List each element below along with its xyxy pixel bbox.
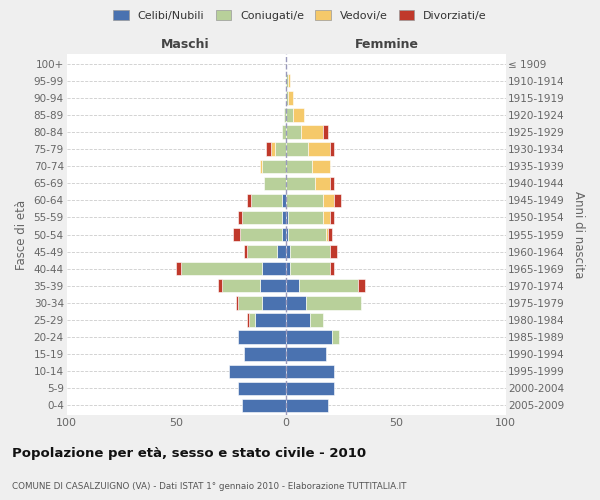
Bar xyxy=(218,279,223,292)
Bar xyxy=(288,91,293,104)
Bar xyxy=(244,348,286,361)
Bar xyxy=(242,398,286,412)
Bar xyxy=(290,245,330,258)
Bar xyxy=(238,211,242,224)
Bar xyxy=(330,176,334,190)
Bar xyxy=(256,314,286,326)
Y-axis label: Fasce di età: Fasce di età xyxy=(15,200,28,270)
Bar xyxy=(286,74,288,88)
Bar xyxy=(262,262,286,276)
Bar xyxy=(286,126,301,138)
Text: COMUNE DI CASALZUIGNO (VA) - Dati ISTAT 1° gennaio 2010 - Elaborazione TUTTITALI: COMUNE DI CASALZUIGNO (VA) - Dati ISTAT … xyxy=(12,482,407,491)
Bar xyxy=(229,364,286,378)
Bar xyxy=(326,228,328,241)
Bar xyxy=(277,245,286,258)
Bar xyxy=(238,382,286,395)
Bar xyxy=(314,176,330,190)
Bar xyxy=(281,194,286,207)
Bar xyxy=(262,160,286,173)
Bar xyxy=(313,160,330,173)
Bar xyxy=(330,245,337,258)
Bar xyxy=(247,314,249,326)
Bar xyxy=(286,296,306,310)
Legend: Celibi/Nubili, Coniugati/e, Vedovi/e, Divorziati/e: Celibi/Nubili, Coniugati/e, Vedovi/e, Di… xyxy=(109,6,491,25)
Bar xyxy=(281,228,286,241)
Bar xyxy=(233,228,240,241)
Bar xyxy=(275,142,286,156)
Bar xyxy=(299,279,358,292)
Bar xyxy=(328,228,332,241)
Bar xyxy=(323,194,334,207)
Bar xyxy=(242,211,281,224)
Bar xyxy=(286,142,308,156)
Bar xyxy=(330,211,334,224)
Bar xyxy=(334,194,341,207)
Bar xyxy=(293,108,304,122)
Bar xyxy=(286,330,332,344)
Bar xyxy=(288,74,290,88)
Bar xyxy=(266,142,271,156)
Bar xyxy=(323,126,328,138)
Bar xyxy=(260,279,286,292)
Bar xyxy=(286,91,288,104)
Bar xyxy=(332,330,339,344)
Bar xyxy=(176,262,181,276)
Bar xyxy=(286,194,323,207)
Bar xyxy=(286,398,328,412)
Bar xyxy=(286,211,288,224)
Text: Popolazione per età, sesso e stato civile - 2010: Popolazione per età, sesso e stato civil… xyxy=(12,448,366,460)
Bar xyxy=(281,126,286,138)
Bar xyxy=(284,108,286,122)
Bar xyxy=(323,211,330,224)
Bar xyxy=(247,245,277,258)
Bar xyxy=(286,314,310,326)
Bar xyxy=(271,142,275,156)
Bar xyxy=(286,279,299,292)
Bar xyxy=(223,279,260,292)
Bar xyxy=(244,245,247,258)
Bar xyxy=(330,142,334,156)
Bar xyxy=(290,262,330,276)
Bar xyxy=(286,228,288,241)
Bar xyxy=(260,160,262,173)
Bar xyxy=(301,126,323,138)
Bar xyxy=(330,262,334,276)
Bar xyxy=(240,228,281,241)
Bar xyxy=(286,176,314,190)
Bar xyxy=(286,245,290,258)
Bar xyxy=(308,142,330,156)
Bar xyxy=(262,296,286,310)
Y-axis label: Anni di nascita: Anni di nascita xyxy=(572,191,585,278)
Bar xyxy=(286,364,334,378)
Bar xyxy=(286,108,293,122)
Bar xyxy=(249,314,256,326)
Bar xyxy=(286,160,313,173)
Bar xyxy=(310,314,323,326)
Text: Maschi: Maschi xyxy=(161,38,209,51)
Bar xyxy=(286,348,326,361)
Bar xyxy=(288,228,326,241)
Bar xyxy=(264,176,286,190)
Bar xyxy=(181,262,262,276)
Bar xyxy=(251,194,281,207)
Bar xyxy=(238,330,286,344)
Bar xyxy=(288,211,323,224)
Text: Femmine: Femmine xyxy=(355,38,419,51)
Bar xyxy=(286,382,334,395)
Bar xyxy=(247,194,251,207)
Bar xyxy=(306,296,361,310)
Bar xyxy=(236,296,238,310)
Bar xyxy=(281,211,286,224)
Bar xyxy=(358,279,365,292)
Bar xyxy=(238,296,262,310)
Bar xyxy=(286,262,290,276)
